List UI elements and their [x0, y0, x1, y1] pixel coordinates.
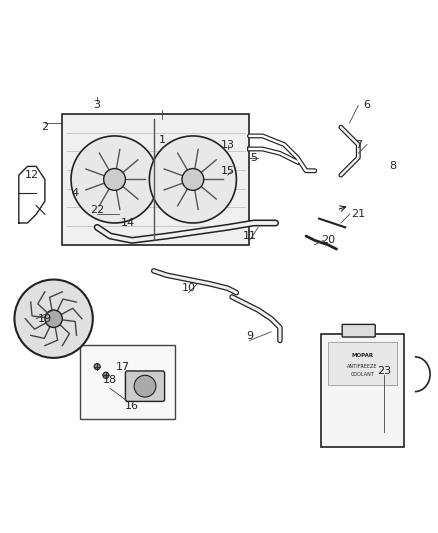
Text: 3: 3 — [94, 100, 101, 110]
Text: 21: 21 — [351, 209, 365, 219]
Text: 12: 12 — [25, 170, 39, 180]
Text: 1: 1 — [159, 135, 166, 146]
FancyBboxPatch shape — [80, 345, 176, 419]
Text: 16: 16 — [125, 401, 139, 411]
Text: 22: 22 — [90, 205, 104, 215]
FancyBboxPatch shape — [62, 114, 250, 245]
Text: 2: 2 — [41, 122, 49, 132]
Circle shape — [104, 168, 125, 190]
Text: 17: 17 — [116, 361, 131, 372]
Text: 11: 11 — [243, 231, 257, 241]
Circle shape — [71, 136, 158, 223]
Text: 18: 18 — [103, 375, 117, 385]
Text: 8: 8 — [389, 161, 397, 172]
FancyBboxPatch shape — [125, 371, 165, 401]
Text: 13: 13 — [221, 140, 235, 150]
Circle shape — [149, 136, 237, 223]
Text: 15: 15 — [221, 166, 235, 176]
Circle shape — [14, 279, 93, 358]
Text: MOPAR: MOPAR — [352, 353, 374, 358]
Text: 20: 20 — [321, 236, 335, 245]
Text: 9: 9 — [246, 331, 253, 341]
Text: 10: 10 — [181, 283, 195, 293]
Text: 19: 19 — [38, 314, 52, 324]
Text: 7: 7 — [355, 140, 362, 150]
Text: 23: 23 — [377, 366, 392, 376]
Text: 5: 5 — [251, 152, 257, 163]
Text: ANTIFREEZE: ANTIFREEZE — [347, 364, 378, 369]
Text: COOLANT: COOLANT — [351, 372, 374, 377]
Circle shape — [182, 168, 204, 190]
Text: 4: 4 — [72, 188, 79, 198]
Circle shape — [134, 375, 156, 397]
Circle shape — [94, 364, 100, 370]
Text: 6: 6 — [364, 100, 371, 110]
FancyBboxPatch shape — [342, 325, 375, 337]
Circle shape — [103, 372, 109, 378]
Text: 14: 14 — [120, 218, 134, 228]
Circle shape — [45, 310, 62, 327]
FancyBboxPatch shape — [321, 334, 404, 447]
FancyBboxPatch shape — [328, 342, 397, 385]
